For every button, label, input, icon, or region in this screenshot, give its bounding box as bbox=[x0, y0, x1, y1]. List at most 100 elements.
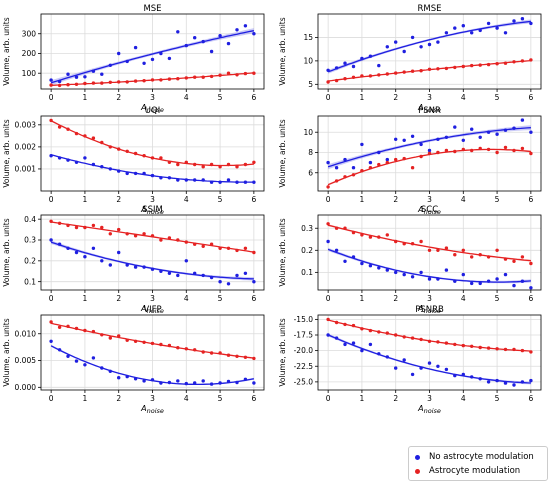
data-point bbox=[57, 125, 62, 129]
data-point bbox=[326, 317, 330, 322]
data-point bbox=[133, 265, 138, 269]
data-point bbox=[461, 147, 465, 152]
y-tick-label: 0.2 bbox=[301, 246, 313, 255]
y-tick-label: 0.001 bbox=[15, 165, 37, 174]
data-point bbox=[83, 328, 87, 333]
data-point bbox=[209, 351, 214, 355]
data-point bbox=[486, 62, 491, 67]
data-point bbox=[410, 372, 415, 377]
y-tick-label: 0.3 bbox=[301, 224, 313, 233]
legend-label: Astrocyte modulation bbox=[429, 466, 521, 476]
y-tick-label: 0.000 bbox=[15, 383, 37, 392]
chart-title: PSNRB bbox=[415, 305, 444, 315]
data-point bbox=[108, 167, 113, 171]
data-point bbox=[66, 158, 70, 162]
data-point bbox=[512, 126, 516, 130]
fit-line bbox=[50, 30, 255, 84]
data-point bbox=[209, 275, 214, 280]
data-point bbox=[226, 246, 231, 250]
data-point bbox=[385, 45, 389, 49]
data-point bbox=[360, 56, 364, 61]
data-point bbox=[159, 342, 163, 347]
data-point bbox=[377, 266, 381, 270]
data-point bbox=[57, 221, 62, 225]
data-point bbox=[209, 180, 214, 184]
data-point bbox=[176, 273, 180, 278]
legend: No astrocyte modulation Astrocyte modula… bbox=[408, 446, 548, 481]
data-point bbox=[503, 31, 508, 35]
x-tick-label: 5 bbox=[218, 294, 223, 303]
data-point bbox=[252, 381, 256, 385]
data-point bbox=[57, 156, 62, 160]
data-point bbox=[184, 178, 188, 182]
chart-panel-psnrb: 0 1 2 3 4 5 6-25.0-22.5-20.0-17.5-15.0PSNRBAno… bbox=[278, 305, 542, 415]
data-point bbox=[360, 169, 364, 173]
data-point bbox=[427, 42, 432, 47]
data-point bbox=[125, 263, 129, 267]
data-point bbox=[402, 49, 406, 54]
x-tick-label: 6 bbox=[251, 93, 256, 102]
confidence-band bbox=[328, 224, 531, 262]
data-point bbox=[108, 63, 113, 67]
data-point bbox=[142, 340, 146, 344]
data-point bbox=[159, 176, 163, 180]
legend-item-no-astrocyte: No astrocyte modulation bbox=[415, 452, 534, 462]
x-tick-label: 4 bbox=[461, 195, 466, 204]
data-point bbox=[235, 380, 239, 385]
x-tick-label: 2 bbox=[116, 394, 121, 403]
y-axis-label: Volume, arb. units bbox=[278, 119, 287, 187]
data-point bbox=[512, 347, 516, 352]
x-tick-label: 1 bbox=[360, 294, 365, 303]
y-tick-label: 8 bbox=[308, 148, 313, 157]
data-point bbox=[142, 232, 146, 236]
x-axis-label: Anoise bbox=[417, 404, 441, 415]
data-point bbox=[377, 73, 381, 77]
plot-area bbox=[326, 317, 533, 387]
data-point bbox=[334, 78, 339, 83]
data-point bbox=[201, 350, 205, 354]
data-point bbox=[83, 156, 87, 160]
data-point bbox=[74, 82, 79, 87]
data-point bbox=[142, 61, 146, 65]
x-tick-label: 1 bbox=[83, 294, 88, 303]
data-point bbox=[125, 80, 129, 84]
data-point bbox=[57, 348, 62, 352]
data-point bbox=[410, 35, 415, 40]
chart-title: RMSE bbox=[417, 4, 441, 14]
data-point bbox=[235, 180, 239, 184]
chart-title: SCC bbox=[421, 205, 438, 215]
data-point bbox=[49, 320, 53, 324]
data-point bbox=[343, 226, 347, 230]
data-point bbox=[49, 238, 53, 242]
chart-title: VIFP bbox=[143, 305, 161, 315]
data-point bbox=[91, 223, 96, 228]
data-point bbox=[478, 135, 482, 139]
y-tick-label: 100 bbox=[22, 69, 37, 78]
x-tick-label: 1 bbox=[83, 93, 88, 102]
data-point bbox=[478, 253, 482, 257]
data-point bbox=[419, 154, 423, 159]
data-point bbox=[91, 162, 96, 167]
data-point bbox=[235, 28, 239, 32]
data-point bbox=[66, 127, 70, 131]
x-tick-label: 6 bbox=[528, 93, 533, 102]
data-point bbox=[142, 379, 146, 383]
data-point bbox=[470, 148, 474, 153]
data-point bbox=[125, 59, 129, 64]
data-point bbox=[193, 242, 197, 246]
data-point bbox=[66, 354, 70, 358]
data-point bbox=[91, 246, 96, 250]
data-point bbox=[184, 347, 188, 351]
plot-area bbox=[49, 24, 256, 88]
y-axis-label: Volume, arb. units bbox=[2, 119, 11, 187]
data-point bbox=[235, 354, 239, 358]
data-point bbox=[334, 226, 339, 230]
chart-title: UQI bbox=[145, 106, 160, 116]
data-point bbox=[193, 381, 197, 385]
x-tick-label: 1 bbox=[360, 93, 365, 102]
data-point bbox=[100, 366, 104, 370]
x-tick-label: 6 bbox=[528, 195, 533, 204]
data-point bbox=[150, 234, 155, 238]
x-tick-label: 6 bbox=[528, 294, 533, 303]
